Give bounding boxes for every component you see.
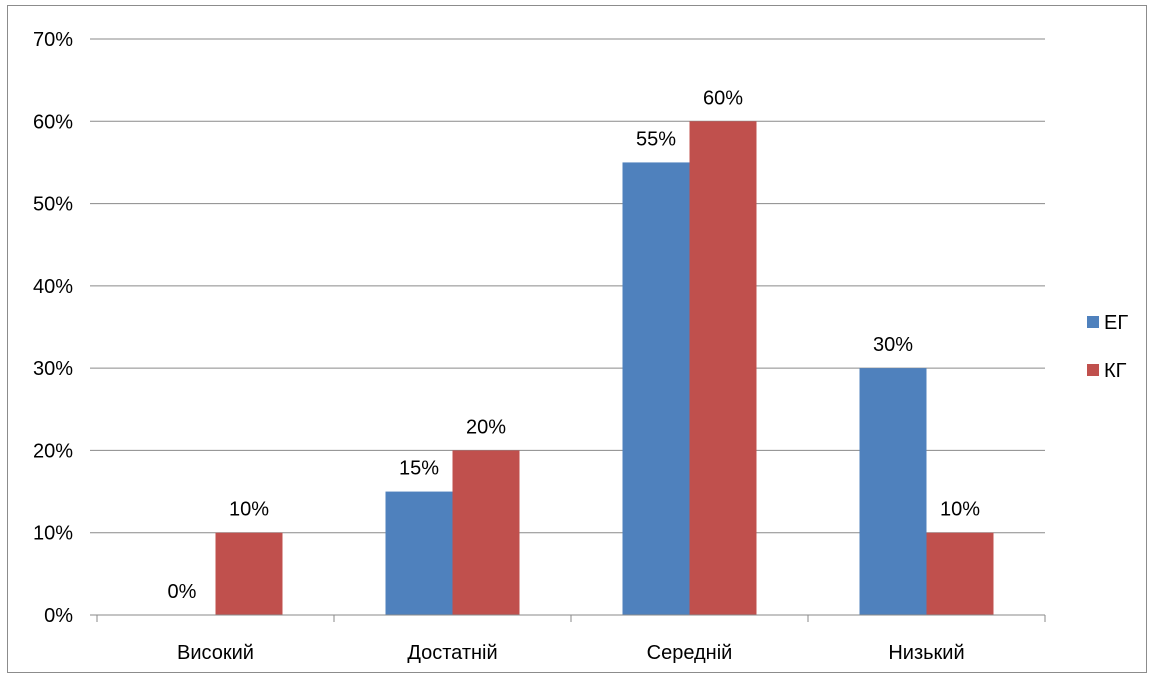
- y-tick-label: 20%: [33, 440, 73, 462]
- bar: [689, 121, 757, 616]
- y-tick-label: 50%: [33, 194, 73, 216]
- legend-swatch: [1087, 316, 1099, 328]
- x-axis: [90, 614, 1046, 622]
- y-tick-label: 60%: [33, 111, 73, 133]
- legend: ЕГ КГ: [1087, 312, 1128, 382]
- legend-label: ЕГ: [1104, 312, 1128, 334]
- y-tick-label: 10%: [33, 523, 73, 545]
- bar: [385, 491, 453, 615]
- x-tick-label: Низький: [888, 642, 964, 664]
- bar: [452, 450, 520, 615]
- x-tick-label: Достатній: [407, 642, 497, 664]
- x-tick-label: Середній: [647, 642, 733, 664]
- data-label: 20%: [466, 416, 506, 438]
- data-label: 55%: [636, 128, 676, 150]
- category-labels: Високий Достатній Середній Низький: [177, 642, 965, 664]
- bars: [215, 121, 994, 616]
- data-label: 0%: [168, 581, 197, 603]
- bar: [859, 368, 927, 615]
- bar: [215, 532, 283, 615]
- y-tick-label: 30%: [33, 358, 73, 380]
- data-label: 30%: [873, 334, 913, 356]
- y-axis-tick-labels: 0% 10% 20% 30% 40% 50% 60% 70%: [33, 29, 73, 627]
- data-label: 15%: [399, 458, 439, 480]
- legend-label: КГ: [1104, 360, 1127, 382]
- y-tick-label: 40%: [33, 276, 73, 298]
- bar: [622, 162, 690, 615]
- data-labels: 0% 10% 15% 20% 55% 60% 30% 10%: [168, 87, 981, 603]
- data-label: 10%: [229, 499, 269, 521]
- data-label: 10%: [940, 499, 980, 521]
- bar: [926, 532, 994, 615]
- y-tick-label: 0%: [44, 605, 73, 627]
- data-label: 60%: [703, 87, 743, 109]
- x-tick-label: Високий: [177, 642, 254, 664]
- y-tick-label: 70%: [33, 29, 73, 51]
- legend-swatch: [1087, 364, 1099, 376]
